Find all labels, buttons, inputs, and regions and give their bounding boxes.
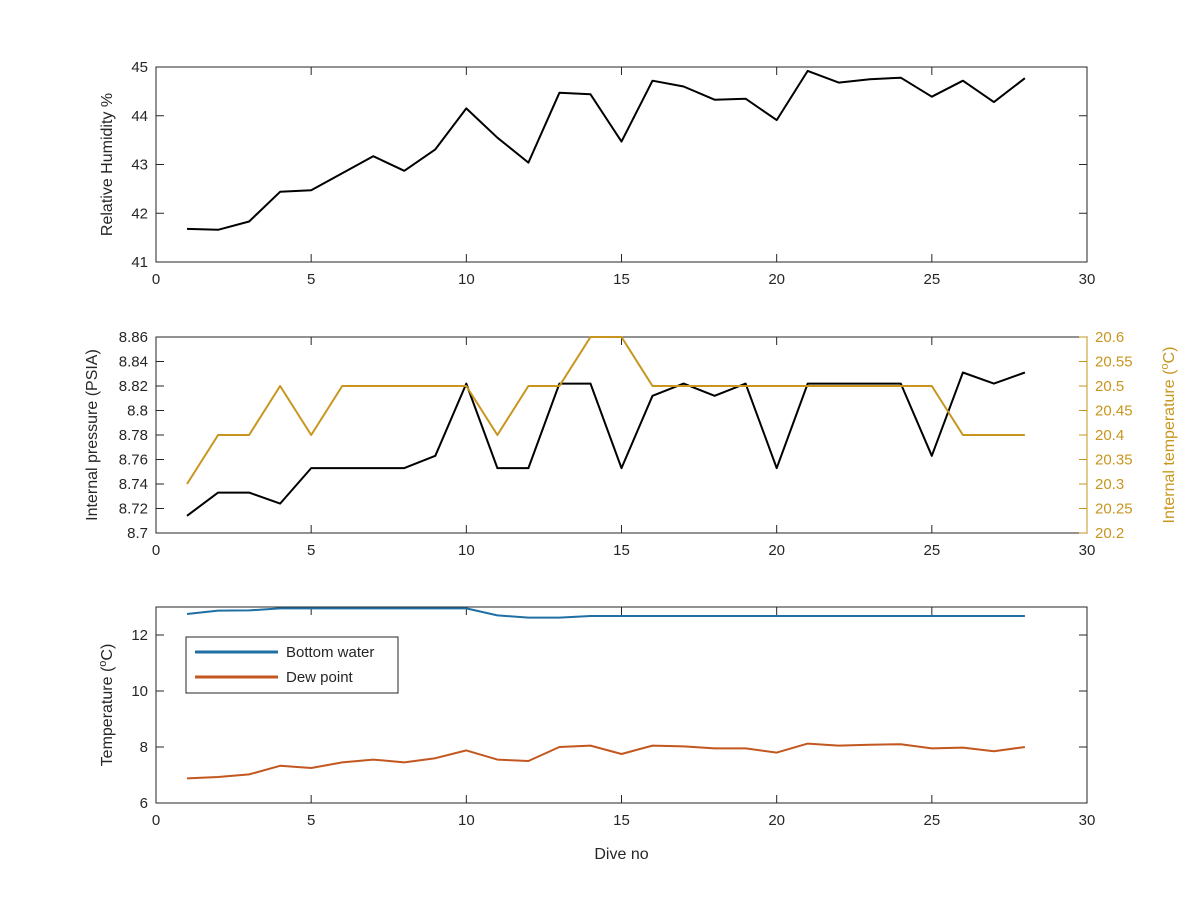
- x-tick-label: 0: [152, 812, 160, 829]
- y-tick-label: 8.7: [127, 525, 148, 542]
- y-axis-label: Temperature (oC): [97, 644, 116, 767]
- y2-tick-label: 20.6: [1095, 329, 1124, 346]
- y-tick-label: 6: [140, 795, 148, 812]
- y-tick-label: 8.74: [119, 476, 148, 493]
- x-tick-label: 5: [307, 542, 315, 559]
- axes-frame: [155, 336, 1088, 534]
- y2-tick-label: 20.55: [1095, 354, 1133, 371]
- x-tick-label: 25: [923, 542, 940, 559]
- y-tick-label: 8.82: [119, 378, 148, 395]
- y2-tick-label: 20.45: [1095, 403, 1133, 420]
- subplot-1: 0 5 10 15 20 25 30 41 42 43 44 45 Relative Humidity …: [99, 59, 1095, 288]
- x-tick-label: 0: [152, 271, 160, 288]
- series-line-2: [186, 336, 1025, 485]
- x-tick-label: 15: [613, 271, 630, 288]
- y-tick-label: 8.8: [127, 403, 148, 420]
- y2-tick-label: 20.5: [1095, 378, 1124, 395]
- x-axis-label: Dive no: [594, 846, 648, 863]
- legend-label: Dew point: [286, 669, 354, 686]
- y2-axis-label: Internal temperature (oC): [1159, 347, 1178, 524]
- x-tick-label: 30: [1079, 812, 1096, 829]
- x-tick-label: 20: [768, 542, 785, 559]
- x-tick-label: 0: [152, 542, 160, 559]
- y-tick-label: 8.78: [119, 427, 148, 444]
- y2-tick-label: 20.25: [1095, 501, 1133, 518]
- y2-tick-label: 20.4: [1095, 427, 1124, 444]
- x-tick-label: 25: [923, 271, 940, 288]
- y-tick-label: 8.86: [119, 329, 148, 346]
- y2-tick-label: 20.3: [1095, 476, 1124, 493]
- series-line-1: [186, 69, 1026, 231]
- x-tick-label: 5: [307, 812, 315, 829]
- x-tick-label: 5: [307, 271, 315, 288]
- x-tick-label: 10: [458, 812, 475, 829]
- subplot-3: 0 5 10 15 20 25 30 6 8 10 12 Temperature (oC) Dive n…: [97, 606, 1096, 863]
- x-tick-label: 30: [1079, 542, 1096, 559]
- y-tick-label: 10: [131, 683, 148, 700]
- y-tick-label: 45: [131, 59, 148, 76]
- y-tick-label: 44: [131, 108, 148, 125]
- y-tick-label: 41: [131, 254, 148, 271]
- y-tick-label: 8.76: [119, 452, 148, 469]
- y-axis-label: Internal pressure (PSIA): [84, 349, 101, 521]
- subplot-2: 0 5 10 15 20 25 30 8.7 8.72 8.74 8.76 8.78 8.8 8.82 8.…: [84, 329, 1178, 559]
- axes-frame: [155, 66, 1088, 263]
- y2-tick-label: 20.2: [1095, 525, 1124, 542]
- x-tick-label: 25: [923, 812, 940, 829]
- y-tick-label: 8: [140, 739, 148, 756]
- x-tick-label: 20: [768, 271, 785, 288]
- x-tick-label: 20: [768, 812, 785, 829]
- y-tick-label: 43: [131, 157, 148, 174]
- legend-box: [185, 636, 399, 694]
- series-line-1: [186, 371, 1026, 517]
- y-tick-label: 8.84: [119, 354, 148, 371]
- y-tick-label: 42: [131, 205, 148, 222]
- x-tick-label: 10: [458, 542, 475, 559]
- series-line-2: [186, 742, 1026, 780]
- x-tick-label: 15: [613, 812, 630, 829]
- y2-tick-label: 20.35: [1095, 452, 1133, 469]
- x-tick-label: 15: [613, 542, 630, 559]
- legend-label: Bottom water: [286, 644, 374, 661]
- y-tick-label: 8.72: [119, 501, 148, 518]
- axes-frame: [155, 606, 1088, 804]
- x-tick-label: 30: [1079, 271, 1096, 288]
- legend: Bottom water Dew point: [185, 636, 399, 694]
- series-line-1: [186, 607, 1025, 619]
- y-tick-label: 12: [131, 627, 148, 644]
- x-tick-label: 10: [458, 271, 475, 288]
- y-axis-label: Relative Humidity %: [99, 93, 116, 236]
